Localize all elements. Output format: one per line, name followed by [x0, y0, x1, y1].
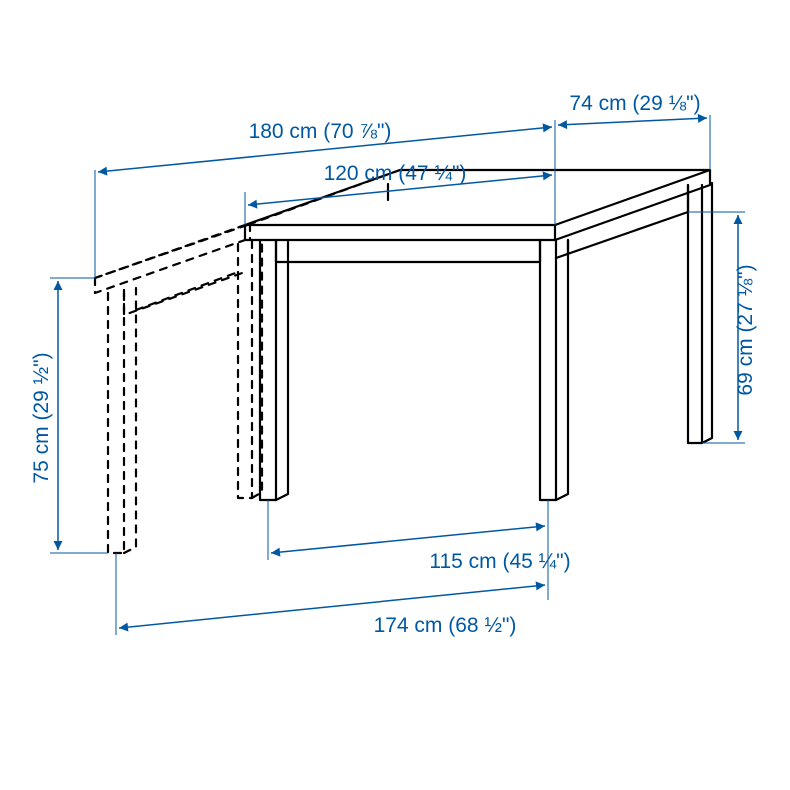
- dim-width-main: 120 cm (47 ¼"): [324, 162, 467, 185]
- dim-height-under: 69 cm (27 ⅛"): [734, 264, 757, 395]
- dim-depth: 74 cm (29 ⅛"): [569, 92, 700, 115]
- dim-leg-span-ext: 174 cm (68 ½"): [374, 614, 517, 637]
- dimension-diagram: 180 cm (70 ⅞") 120 cm (47 ¼") 74 cm (29 …: [0, 0, 790, 790]
- dim-height-total: 75 cm (29 ½"): [30, 352, 53, 483]
- dim-leg-span-main: 115 cm (45 ¼"): [429, 550, 570, 573]
- dim-width-extended: 180 cm (70 ⅞"): [249, 120, 392, 143]
